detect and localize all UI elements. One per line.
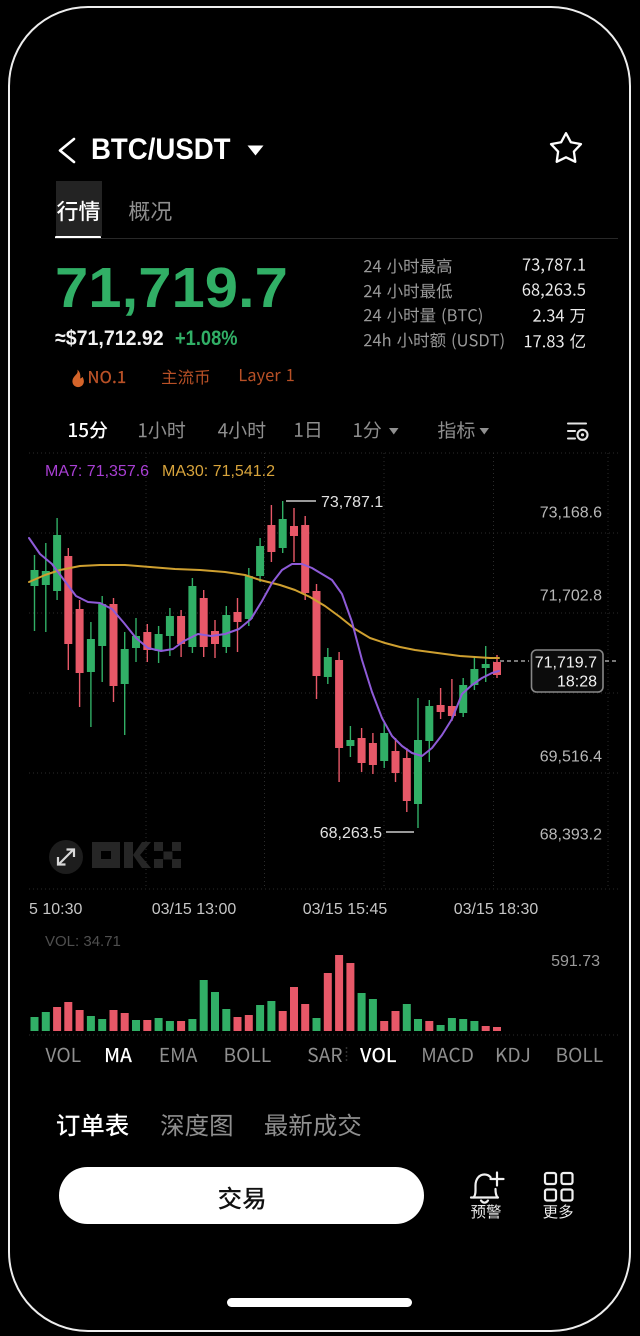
svg-text:73,168.6: 73,168.6 (540, 505, 602, 522)
svg-text:MA30: 71,541.2: MA30: 71,541.2 (162, 463, 275, 480)
svg-text:5 10:30: 5 10:30 (29, 901, 82, 918)
svg-text:591.73: 591.73 (551, 953, 600, 970)
svg-text:71,719.7: 71,719.7 (535, 655, 597, 672)
svg-text:VOL: 34.71: VOL: 34.71 (45, 933, 121, 950)
svg-text:68,393.2: 68,393.2 (540, 827, 602, 844)
svg-text:73,787.1: 73,787.1 (321, 494, 383, 511)
svg-text:69,516.4: 69,516.4 (540, 749, 602, 766)
svg-text:03/15 18:30: 03/15 18:30 (454, 901, 539, 918)
svg-text:68,263.5: 68,263.5 (320, 825, 382, 842)
svg-text:03/15 15:45: 03/15 15:45 (303, 901, 388, 918)
svg-text:MA7: 71,357.6: MA7: 71,357.6 (45, 463, 149, 480)
svg-text:71,702.8: 71,702.8 (540, 588, 602, 605)
svg-text:18:28: 18:28 (557, 674, 597, 691)
svg-text:03/15 13:00: 03/15 13:00 (152, 901, 237, 918)
